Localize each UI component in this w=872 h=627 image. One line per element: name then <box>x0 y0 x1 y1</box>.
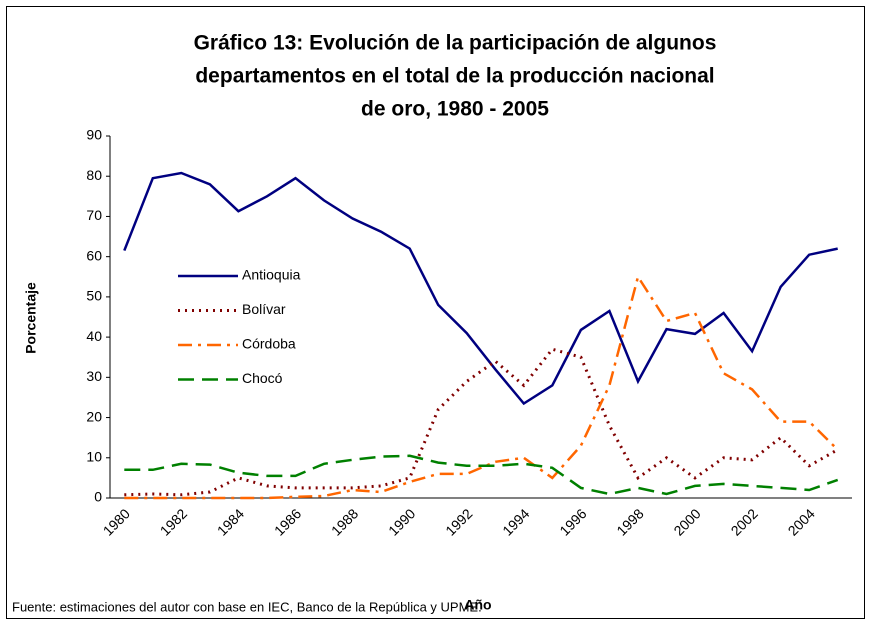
y-tick-label: 30 <box>86 368 102 384</box>
y-tick-label: 10 <box>86 448 102 464</box>
chart-border <box>6 6 865 619</box>
y-tick-label: 0 <box>94 489 102 505</box>
y-tick-label: 90 <box>86 127 102 143</box>
source-note: Fuente: estimaciones del autor con base … <box>12 599 482 614</box>
series-line <box>123 171 838 406</box>
legend-label: Bolívar <box>242 301 286 317</box>
y-tick-label: 80 <box>86 167 102 183</box>
legend-label: Córdoba <box>242 336 296 352</box>
y-tick-label: 40 <box>86 328 102 344</box>
y-tick-label: 20 <box>86 408 102 424</box>
chart-title: Gráfico 13: Evolución de la participació… <box>194 32 717 55</box>
y-axis-title: Porcentaje <box>23 282 39 354</box>
legend-label: Chocó <box>242 370 283 386</box>
legend-label: Antioquia <box>242 267 301 283</box>
series-line <box>124 454 839 496</box>
y-tick-label: 50 <box>86 288 102 304</box>
chart-title: de oro, 1980 - 2005 <box>361 98 549 121</box>
chart-title: departamentos en el total de la producci… <box>195 65 714 88</box>
y-tick-label: 60 <box>86 247 102 263</box>
series-line <box>124 273 839 500</box>
y-tick-label: 70 <box>86 207 102 223</box>
x-axis-title: Año <box>464 597 491 613</box>
